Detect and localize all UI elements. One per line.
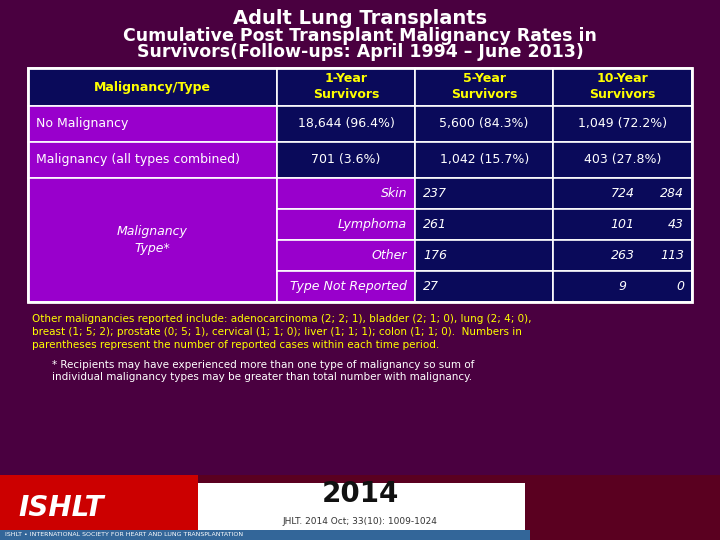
Bar [415,106,553,142]
Text: 10-Year
Survivors: 10-Year Survivors [590,72,656,102]
Bar [0,475,198,540]
Text: 724: 724 [611,187,634,200]
Bar [553,106,692,142]
Bar [277,209,415,240]
Bar [277,271,415,302]
Text: 1,042 (15.7%): 1,042 (15.7%) [439,153,528,166]
Text: 0: 0 [676,280,684,293]
Bar [277,106,415,142]
Bar [415,68,553,106]
Text: 261: 261 [423,218,447,231]
Bar [28,68,692,302]
Text: parentheses represent the number of reported cases within each time period.: parentheses represent the number of repo… [32,340,439,350]
Text: 18,644 (96.4%): 18,644 (96.4%) [297,118,395,131]
Bar [415,271,553,302]
Text: 237: 237 [423,187,447,200]
Bar [553,178,692,209]
Text: Lymphoma: Lymphoma [338,218,407,231]
Text: 5,600 (84.3%): 5,600 (84.3%) [439,118,529,131]
Bar [28,142,277,178]
Text: Malignancy
Type*: Malignancy Type* [117,225,188,255]
Bar [553,142,692,178]
Bar [553,209,692,240]
Text: Other: Other [372,249,407,262]
Text: 2014: 2014 [321,480,399,508]
Bar [553,271,692,302]
Text: individual malignancy types may be greater than total number with malignancy.: individual malignancy types may be great… [52,373,472,382]
Text: 5-Year
Survivors: 5-Year Survivors [451,72,518,102]
Text: 284: 284 [660,187,684,200]
Text: Malignancy/Type: Malignancy/Type [94,80,211,93]
Bar [0,475,720,540]
Text: ISHLT • INTERNATIONAL SOCIETY FOR HEART AND LUNG TRANSPLANTATION: ISHLT • INTERNATIONAL SOCIETY FOR HEART … [5,531,243,537]
Text: 101: 101 [611,218,634,231]
Bar [28,106,277,142]
Text: 701 (3.6%): 701 (3.6%) [311,153,381,166]
Text: * Recipients may have experienced more than one type of malignancy so sum of: * Recipients may have experienced more t… [52,360,474,369]
Text: 263: 263 [611,249,634,262]
Bar [28,68,277,106]
Text: Survivors(Follow-ups: April 1994 – June 2013): Survivors(Follow-ups: April 1994 – June … [137,43,583,61]
Text: Other malignancies reported include: adenocarcinoma (2; 2; 1), bladder (2; 1; 0): Other malignancies reported include: ade… [32,314,531,324]
Bar [28,178,277,302]
Text: 176: 176 [423,249,447,262]
Text: ISHLT: ISHLT [18,494,104,522]
Text: 9: 9 [618,280,626,293]
Bar [195,483,525,532]
Bar [415,240,553,271]
Bar [415,209,553,240]
Bar [277,240,415,271]
Bar [277,178,415,209]
Text: Cumulative Post Transplant Malignancy Rates in: Cumulative Post Transplant Malignancy Ra… [123,27,597,45]
Text: breast (1; 5; 2); prostate (0; 5; 1), cervical (1; 1; 0); liver (1; 1; 1); colon: breast (1; 5; 2); prostate (0; 5; 1), ce… [32,327,522,337]
Text: Adult Lung Transplants: Adult Lung Transplants [233,9,487,28]
Text: Type Not Reported: Type Not Reported [290,280,407,293]
Bar [415,178,553,209]
Text: No Malignancy: No Malignancy [36,118,128,131]
Bar [553,68,692,106]
Text: Skin: Skin [381,187,407,200]
Text: Malignancy (all types combined): Malignancy (all types combined) [36,153,240,166]
Text: 403 (27.8%): 403 (27.8%) [584,153,661,166]
Bar [277,142,415,178]
Bar [0,530,530,540]
Text: 1-Year
Survivors: 1-Year Survivors [313,72,379,102]
Text: 27: 27 [423,280,439,293]
Text: 1,049 (72.2%): 1,049 (72.2%) [578,118,667,131]
Text: JHLT. 2014 Oct; 33(10): 1009-1024: JHLT. 2014 Oct; 33(10): 1009-1024 [282,517,438,526]
Bar [415,142,553,178]
Text: 113: 113 [660,249,684,262]
Bar [277,68,415,106]
Bar [553,240,692,271]
Text: 43: 43 [668,218,684,231]
